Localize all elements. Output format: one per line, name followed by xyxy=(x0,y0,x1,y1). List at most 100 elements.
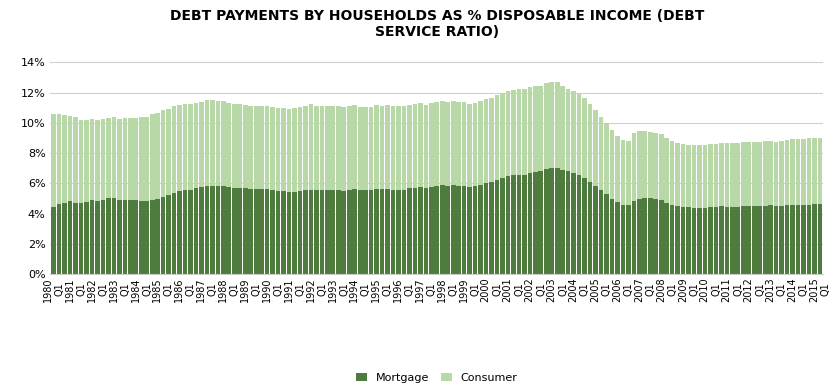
Bar xyxy=(538,85,543,171)
Bar xyxy=(500,178,505,274)
Bar xyxy=(725,143,729,207)
Bar xyxy=(303,191,307,274)
Bar xyxy=(402,107,407,189)
Bar xyxy=(369,107,374,190)
Bar xyxy=(391,189,396,274)
Bar xyxy=(79,203,83,274)
Bar xyxy=(473,186,477,274)
Bar xyxy=(577,175,581,274)
Bar xyxy=(478,101,483,185)
Bar xyxy=(588,182,592,274)
Bar xyxy=(325,190,329,274)
Bar xyxy=(747,142,751,206)
Bar xyxy=(57,114,61,204)
Bar xyxy=(90,200,94,274)
Bar xyxy=(79,120,83,203)
Legend: Mortgage, Consumer: Mortgage, Consumer xyxy=(352,368,522,387)
Bar xyxy=(57,204,61,274)
Bar xyxy=(440,185,444,274)
Bar xyxy=(604,123,609,194)
Bar xyxy=(434,102,439,186)
Bar xyxy=(785,205,790,274)
Bar xyxy=(375,189,379,274)
Bar xyxy=(90,119,94,200)
Bar xyxy=(101,120,105,200)
Bar xyxy=(669,141,675,205)
Bar xyxy=(812,204,816,274)
Bar xyxy=(183,190,187,274)
Bar xyxy=(276,107,281,191)
Bar xyxy=(445,186,450,274)
Bar xyxy=(358,107,363,190)
Bar xyxy=(806,138,811,205)
Bar xyxy=(758,142,762,206)
Bar xyxy=(134,200,138,274)
Bar xyxy=(73,117,78,203)
Bar xyxy=(812,138,816,204)
Bar xyxy=(780,142,784,206)
Bar xyxy=(205,100,209,186)
Bar xyxy=(522,175,527,274)
Bar xyxy=(330,190,335,274)
Bar xyxy=(205,186,209,274)
Bar xyxy=(134,118,138,200)
Bar xyxy=(686,207,690,274)
Bar xyxy=(194,188,198,274)
Bar xyxy=(62,115,67,203)
Bar xyxy=(774,206,779,274)
Bar xyxy=(171,193,176,274)
Bar xyxy=(560,170,565,274)
Bar xyxy=(429,187,433,274)
Bar xyxy=(489,98,494,182)
Bar xyxy=(155,113,160,199)
Bar xyxy=(123,200,127,274)
Bar xyxy=(123,118,127,200)
Bar xyxy=(418,187,423,274)
Bar xyxy=(697,207,702,274)
Bar xyxy=(780,206,784,274)
Bar xyxy=(166,196,171,274)
Bar xyxy=(664,203,669,274)
Bar xyxy=(593,185,598,274)
Bar xyxy=(549,82,554,168)
Bar xyxy=(566,89,570,171)
Bar xyxy=(407,188,412,274)
Bar xyxy=(391,106,396,189)
Bar xyxy=(621,140,625,205)
Bar xyxy=(128,200,133,274)
Bar xyxy=(297,107,302,191)
Bar xyxy=(593,110,598,185)
Bar xyxy=(380,189,385,274)
Bar xyxy=(522,89,527,175)
Bar xyxy=(566,171,570,274)
Bar xyxy=(506,176,510,274)
Bar xyxy=(139,201,144,274)
Bar xyxy=(227,103,231,187)
Bar xyxy=(281,191,286,274)
Bar xyxy=(664,138,669,203)
Bar xyxy=(462,185,466,274)
Bar xyxy=(817,138,822,204)
Bar xyxy=(615,202,620,274)
Bar xyxy=(708,207,713,274)
Bar xyxy=(210,100,215,186)
Bar xyxy=(314,190,318,274)
Bar xyxy=(314,106,318,190)
Bar xyxy=(106,198,111,274)
Bar xyxy=(741,142,746,206)
Bar xyxy=(216,186,220,274)
Bar xyxy=(150,114,155,200)
Bar xyxy=(177,191,182,274)
Bar xyxy=(139,117,144,201)
Bar xyxy=(112,117,116,198)
Bar xyxy=(752,142,757,206)
Bar xyxy=(588,104,592,182)
Bar xyxy=(352,189,357,274)
Bar xyxy=(571,91,576,173)
Bar xyxy=(785,140,790,205)
Bar xyxy=(774,142,779,206)
Bar xyxy=(643,198,647,274)
Bar xyxy=(292,192,297,274)
Bar xyxy=(336,107,340,190)
Bar xyxy=(62,203,67,274)
